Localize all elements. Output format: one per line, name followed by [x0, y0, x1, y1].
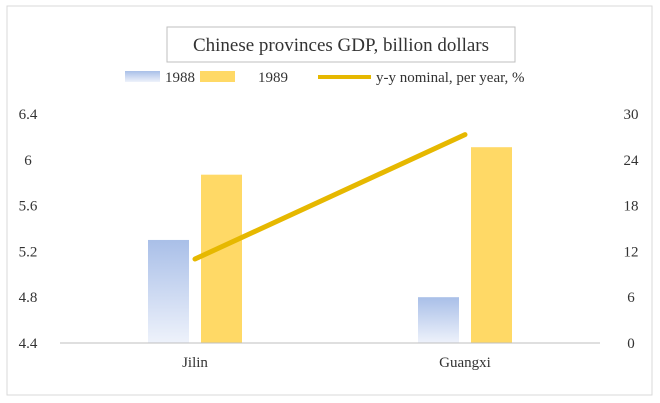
left-tick-label: 5.6: [19, 199, 38, 215]
category-labels: Jilin Guangxi: [182, 355, 491, 371]
title-box: [166, 26, 516, 63]
bar-1988-Jilin: [148, 239, 189, 343]
right-tick-label: 30: [624, 107, 639, 123]
line-series: [192, 132, 468, 262]
category-label: Jilin: [182, 355, 208, 371]
right-tick-label: 24: [624, 153, 640, 169]
bar-1989-Guangxi: [471, 147, 512, 343]
right-axis-ticks: 0 6 12 18 24 30: [624, 107, 640, 352]
chart-frame: [6, 5, 653, 396]
left-tick-label: 4.4: [19, 336, 38, 352]
line-y-y-nominal: [192, 132, 468, 262]
right-tick-label: 0: [627, 336, 635, 352]
right-tick-label: 12: [624, 244, 639, 260]
legend-label: 1988: [165, 70, 195, 86]
right-tick-label: 6: [627, 290, 635, 306]
bars: [148, 147, 512, 343]
left-axis-ticks: 4.4 4.8 5.2 5.6 6 6.4: [19, 107, 38, 352]
legend-swatch-1988: [125, 71, 160, 82]
left-tick-label: 6.4: [19, 107, 38, 123]
right-tick-label: 18: [624, 199, 639, 215]
left-tick-label: 4.8: [19, 290, 38, 306]
legend-swatch-1989: [200, 71, 235, 82]
legend-label: 1989: [258, 70, 288, 86]
chart-title: Chinese provinces GDP, billion dollars: [193, 35, 489, 56]
legend: 1988 1989 y-y nominal, per year, %: [125, 70, 525, 86]
bar-1989-Jilin: [201, 174, 242, 343]
left-tick-label: 5.2: [19, 244, 38, 260]
legend-label: y-y nominal, per year, %: [376, 70, 525, 86]
left-tick-label: 6: [24, 153, 32, 169]
bar-1988-Guangxi: [418, 297, 459, 343]
category-label: Guangxi: [439, 355, 491, 371]
